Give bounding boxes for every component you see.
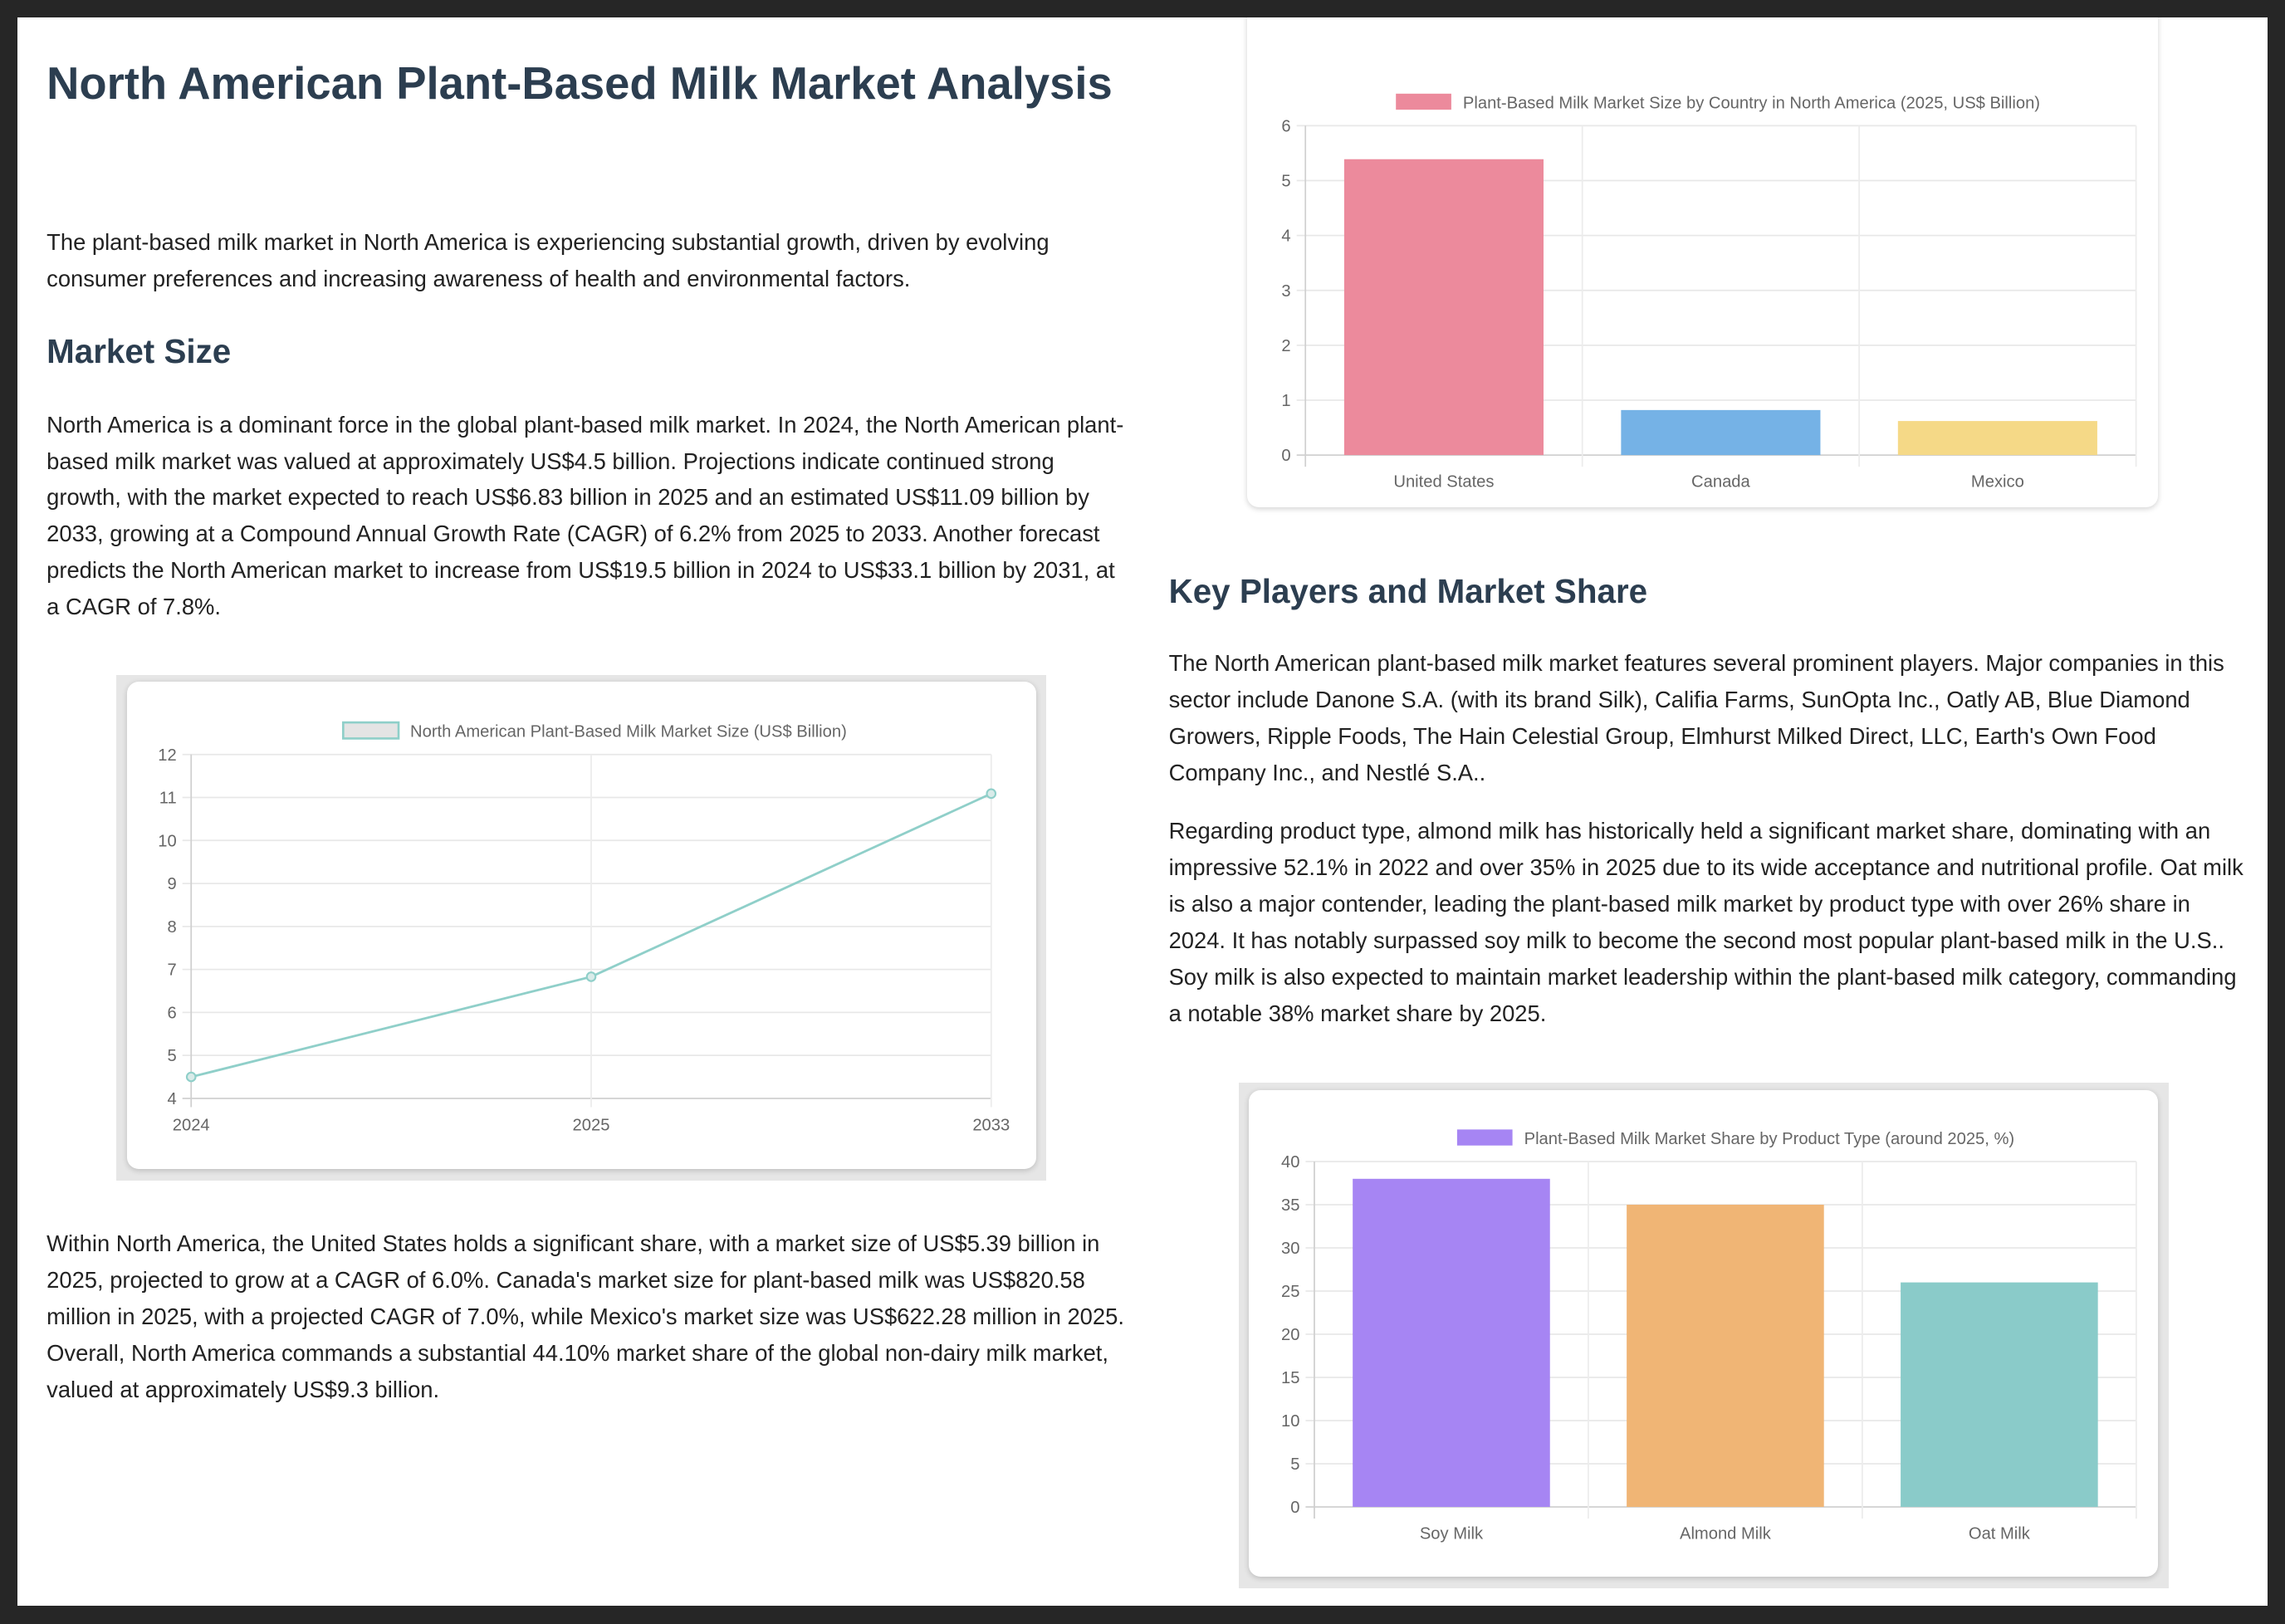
y-tick-label: 0	[1282, 447, 1291, 465]
data-point	[986, 788, 996, 800]
y-tick-label: 25	[1281, 1283, 1299, 1301]
x-tick-label: 2025	[572, 1117, 609, 1135]
x-tick-label: Soy Milk	[1420, 1524, 1484, 1543]
bar-canada	[1621, 409, 1821, 455]
y-tick-label: 9	[167, 875, 176, 893]
y-tick-label: 5	[1282, 172, 1291, 190]
legend-swatch	[341, 722, 400, 741]
line-chart-frame: North American Plant-Based Milk Market S…	[116, 674, 1047, 1181]
x-tick-label: 2024	[172, 1117, 209, 1135]
y-tick-label: 35	[1281, 1196, 1299, 1215]
y-tick-label: 2	[1282, 336, 1291, 355]
page: North American Plant-Based Milk Market A…	[17, 17, 2268, 1607]
y-tick-label: 11	[159, 790, 176, 808]
bar-almond-milk	[1627, 1204, 1824, 1507]
y-tick-label: 30	[1281, 1240, 1299, 1258]
bar-united-states	[1344, 159, 1544, 455]
key-players-paragraph-2: Regarding product type, almond milk has …	[1168, 818, 2243, 1026]
product-bar-chart: Plant-Based Milk Market Share by Product…	[1281, 1129, 2137, 1543]
bar-mexico	[1898, 420, 2098, 455]
country-chart-card: Plant-Based Milk Market Size by Country …	[1247, 17, 2159, 507]
y-tick-label: 40	[1281, 1153, 1299, 1172]
y-tick-label: 3	[1282, 281, 1291, 300]
y-tick-label: 5	[167, 1048, 176, 1066]
bar-oat-milk	[1901, 1282, 2098, 1507]
y-tick-label: 10	[158, 833, 176, 851]
y-tick-label: 5	[1290, 1455, 1299, 1474]
key-players-paragraph-1: The North American plant-based milk mark…	[1168, 650, 2224, 786]
y-tick-label: 7	[167, 961, 176, 980]
country-bar-chart: Plant-Based Milk Market Size by Country …	[1282, 93, 2137, 491]
market-size-paragraph-1: North America is a dominant force in the…	[46, 411, 1124, 620]
legend-label: Plant-Based Milk Market Size by Country …	[1463, 94, 2040, 112]
intro-paragraph: The plant-based milk market in North Ame…	[46, 229, 1050, 292]
legend-swatch	[1396, 93, 1452, 110]
y-tick-label: 6	[167, 1005, 176, 1023]
bar-soy-milk	[1353, 1178, 1550, 1507]
y-tick-label: 6	[1282, 117, 1291, 135]
y-tick-label: 4	[1282, 227, 1291, 245]
y-tick-label: 0	[1290, 1499, 1299, 1517]
x-tick-label: Mexico	[1971, 472, 2024, 491]
legend-swatch	[1456, 1129, 1513, 1146]
legend-label: North American Plant-Based Milk Market S…	[410, 723, 847, 741]
x-tick-label: 2033	[972, 1117, 1010, 1135]
y-tick-label: 15	[1281, 1369, 1299, 1387]
legend-label: Plant-Based Milk Market Share by Product…	[1524, 1130, 2015, 1148]
data-point	[185, 1072, 197, 1083]
y-tick-label: 10	[1281, 1412, 1299, 1431]
data-point	[585, 971, 596, 983]
page-title: North American Plant-Based Milk Market A…	[46, 58, 1113, 110]
x-tick-label: Almond Milk	[1680, 1524, 1772, 1543]
y-tick-label: 1	[1282, 391, 1291, 409]
market-size-paragraph-2: Within North America, the United States …	[46, 1230, 1124, 1402]
y-tick-label: 8	[167, 918, 176, 937]
x-tick-label: United States	[1394, 472, 1495, 491]
line-chart-card: North American Plant-Based Milk Market S…	[126, 682, 1036, 1169]
market-size-line-chart: North American Plant-Based Milk Market S…	[158, 722, 1010, 1135]
x-tick-label: Canada	[1691, 472, 1750, 491]
y-tick-label: 4	[167, 1090, 176, 1108]
key-players-heading: Key Players and Market Share	[1168, 572, 1648, 611]
product-chart-card: Plant-Based Milk Market Share by Product…	[1249, 1089, 2159, 1577]
y-tick-label: 12	[158, 746, 176, 765]
y-tick-label: 20	[1281, 1326, 1299, 1344]
product-chart-frame: Plant-Based Milk Market Share by Product…	[1238, 1083, 2169, 1589]
market-size-heading: Market Size	[46, 331, 232, 370]
x-tick-label: Oat Milk	[1969, 1524, 2031, 1543]
